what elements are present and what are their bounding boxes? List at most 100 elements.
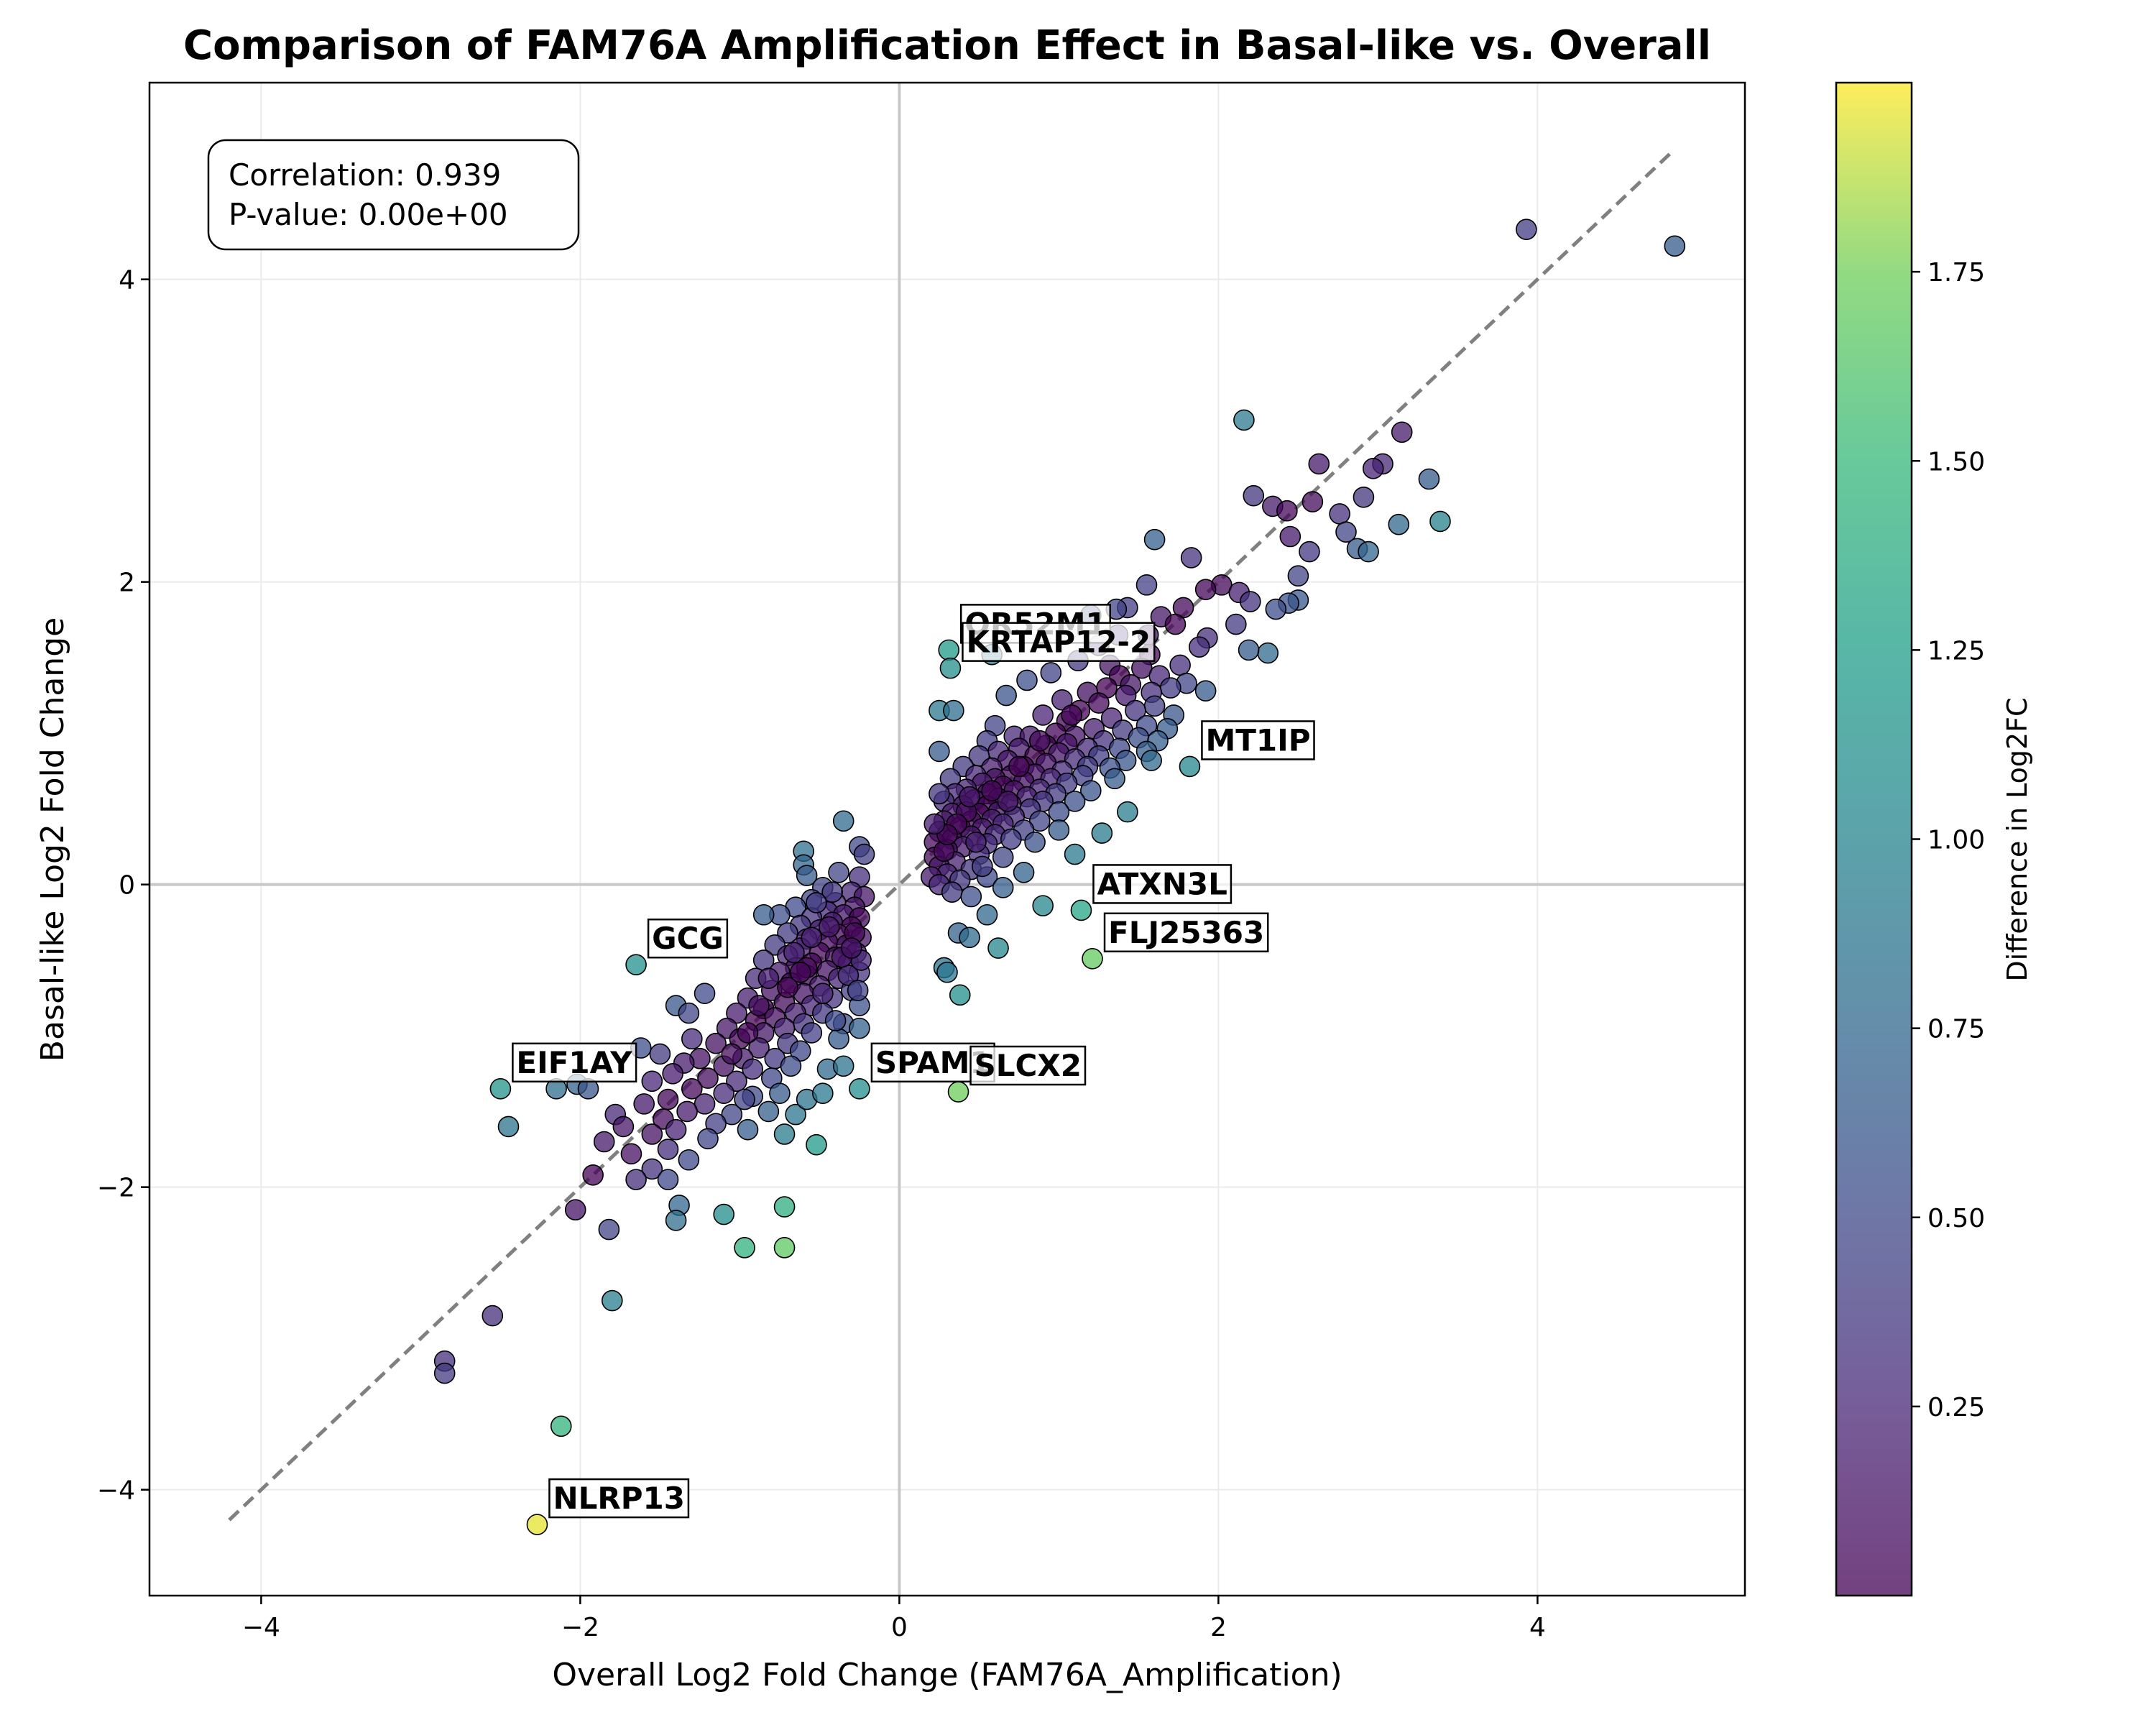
scatter-point [929,740,950,763]
scatter-point [713,1082,735,1104]
scatter-point [681,1028,703,1050]
scatter-point [1265,598,1287,620]
scatter-point [773,1237,796,1259]
scatter-point [773,1123,796,1145]
annotation-box [1103,912,1269,953]
stats-correlation: Correlation: 0.939 [229,157,501,193]
scatter-point [785,1103,806,1126]
annotation-box [1092,864,1233,904]
scatter-point [665,1210,687,1231]
scatter-point [1115,684,1137,707]
scatter-point [812,983,834,1005]
annotation-label: GCG [652,921,724,956]
scatter-point [1362,457,1384,479]
scatter-point [1070,899,1092,921]
scatter-point [981,780,1003,801]
scatter-point [601,1289,623,1312]
scatter-point [681,1078,703,1100]
point-annotation: GCG [647,918,729,959]
scatter-point [941,881,963,903]
scatter-point [1240,591,1261,612]
scatter-point [818,916,840,938]
scatter-point [1179,755,1201,778]
scatter-point [1516,218,1537,240]
scatter-point [1238,639,1260,661]
scatter-point [1028,730,1051,752]
scatter-point [1388,513,1410,535]
scatter-point [1169,654,1191,676]
scatter-point [929,783,950,805]
y-tick-label: 2 [119,569,135,598]
scatter-point [742,1058,763,1080]
scatter-point [824,1010,847,1031]
annotation-label: EIF1AY [516,1045,632,1080]
scatter-point [1279,525,1302,548]
scatter-point [789,961,811,983]
scatter-point [612,1116,635,1138]
scatter-point [737,1118,759,1141]
scatter-point [801,926,823,949]
colorbar-gradient [1835,81,1913,1597]
scatter-point [943,699,964,722]
y-axis-ticks: −4 −2 0 2 4 [97,266,149,1506]
y-tick-label: −2 [97,1174,135,1203]
x-tick-label: 4 [1529,1613,1546,1642]
scatter-point [828,1028,849,1050]
scatter-point [939,657,962,679]
annotation-label: MT1IP [1205,722,1310,758]
scatter-point [806,1133,827,1156]
scatter-point [564,1199,586,1221]
chart-title: Comparison of FAM76A Amplification Effec… [183,22,1711,69]
point-annotation: NLRP13 [548,1478,690,1519]
scatter-point [992,846,1014,868]
scatter-point [995,684,1017,707]
scatter-point [1160,677,1181,699]
scatter-point [1088,692,1110,714]
scatter-point [959,926,980,949]
x-axis-ticks: −4 −2 0 2 4 [242,1596,1546,1642]
scatter-point [678,1002,700,1024]
scatter-point [633,1093,655,1115]
scatter-point [796,865,818,886]
scatter-point [1032,895,1054,916]
scatter-point [832,1055,854,1077]
scatter-point [1194,680,1217,702]
scatter-point [959,786,980,808]
scatter-point [1104,768,1125,790]
plot-frame [148,81,1746,1597]
scatter-point [806,892,827,914]
scatter-point [1048,819,1070,841]
scatter-point [1233,409,1255,431]
scatter-point [821,881,843,903]
scatter-point [665,1118,687,1141]
scatter-point [1243,484,1265,507]
scatter-point [992,877,1014,898]
annotation-label: FLJ25363 [1108,915,1264,950]
x-axis-label: Overall Log2 Fold Change (FAM76A_Amplifi… [552,1657,1342,1693]
scatter-point [1064,791,1086,812]
scatter-point [489,1078,512,1100]
stats-box-frame [207,139,580,251]
scatter-point [1028,810,1051,832]
scatter-point [1276,500,1298,522]
colorbar-ticks: 0.25 0.50 0.75 1.00 1.25 1.50 1.75 [1912,258,1985,1422]
scatter-point [734,1237,755,1259]
scatter-point [965,831,987,853]
scatter-point [1024,831,1046,853]
scatter-point [657,1138,679,1160]
scatter-point [641,1158,663,1180]
scatter-point [593,1131,615,1153]
scatter-point [678,1149,700,1171]
scatter-point [923,813,946,835]
scatter-point [972,855,993,878]
scatter-point [625,954,647,976]
annotation-box [969,1045,1087,1086]
scatter-point [757,967,780,989]
scatter-point [853,843,875,865]
scatter-point [752,903,775,926]
x-tick-label: 0 [891,1613,908,1642]
point-annotation: SLCX2 [969,1045,1087,1086]
scatter-point [936,961,958,983]
scatter-point [748,995,770,1016]
